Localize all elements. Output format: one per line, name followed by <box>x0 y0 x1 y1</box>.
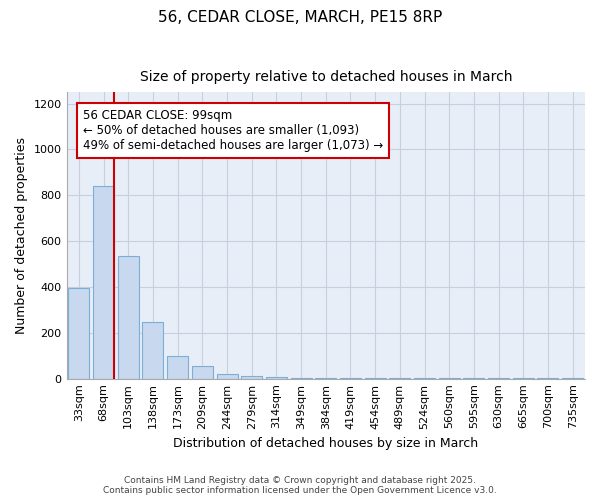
X-axis label: Distribution of detached houses by size in March: Distribution of detached houses by size … <box>173 437 478 450</box>
Text: 56, CEDAR CLOSE, MARCH, PE15 8RP: 56, CEDAR CLOSE, MARCH, PE15 8RP <box>158 10 442 25</box>
Bar <box>266 377 287 378</box>
Text: Contains HM Land Registry data © Crown copyright and database right 2025.
Contai: Contains HM Land Registry data © Crown c… <box>103 476 497 495</box>
Bar <box>142 322 163 378</box>
Y-axis label: Number of detached properties: Number of detached properties <box>15 137 28 334</box>
Bar <box>192 366 213 378</box>
Text: 56 CEDAR CLOSE: 99sqm
← 50% of detached houses are smaller (1,093)
49% of semi-d: 56 CEDAR CLOSE: 99sqm ← 50% of detached … <box>83 110 383 152</box>
Bar <box>93 186 114 378</box>
Bar <box>241 376 262 378</box>
Bar <box>118 256 139 378</box>
Bar <box>68 288 89 378</box>
Bar <box>167 356 188 378</box>
Title: Size of property relative to detached houses in March: Size of property relative to detached ho… <box>140 70 512 84</box>
Bar <box>217 374 238 378</box>
